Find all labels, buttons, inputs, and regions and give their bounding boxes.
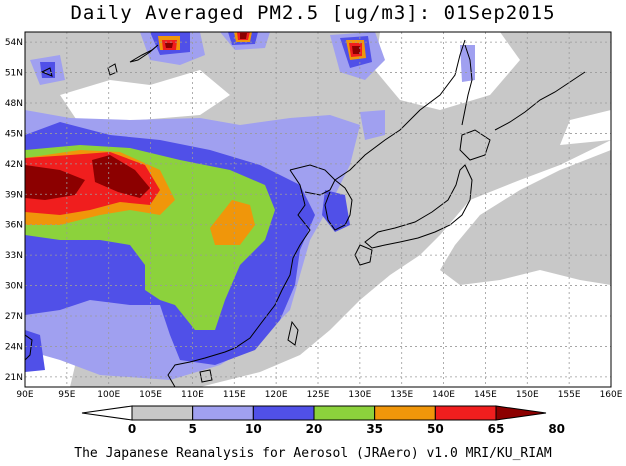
footer-credit: The Japanese Reanalysis for Aerosol (JRA… (74, 446, 552, 461)
field-blue-w (40, 62, 55, 78)
x-tick-label: 110E (181, 390, 204, 400)
colorbar-segment (252, 405, 315, 421)
graticule (25, 32, 611, 387)
colorbar-label: 0 (128, 422, 136, 436)
colorbar: 0 5 10 20 35 50 65 80 (81, 405, 565, 436)
y-tick-label: 27N (5, 312, 23, 322)
colorbar-segment (495, 405, 547, 421)
hole-east (560, 110, 611, 145)
colorbar-label: 20 (306, 422, 323, 436)
x-tick-label: 125E (307, 390, 330, 400)
x-tick-label: 95E (58, 390, 75, 400)
coast-honshu (364, 164, 473, 249)
x-tick-label: 160E (600, 390, 623, 400)
coast-sakhalin (461, 44, 473, 126)
colorbar-segment (313, 405, 376, 421)
colorbar-segment (81, 405, 133, 421)
coastlines (25, 39, 586, 387)
longitude-ticks: 90E 95E 100E 105E 110E 115E 120E 125E 130E 135E 14… (16, 390, 622, 400)
x-tick-label: 145E (474, 390, 497, 400)
colorbar-label: 35 (366, 422, 383, 436)
coast-westlake (40, 67, 53, 77)
x-tick-label: 120E (265, 390, 288, 400)
field-darkred-n1 (165, 43, 173, 48)
colorbar-label: 5 (188, 422, 196, 436)
y-tick-label: 36N (5, 221, 23, 231)
x-tick-label: 130E (348, 390, 371, 400)
coast-hainan (199, 369, 213, 383)
field-darkred-n2 (240, 33, 247, 39)
y-tick-label: 42N (5, 160, 23, 170)
coast-kyushu (354, 244, 373, 266)
field-blue-sw (25, 330, 45, 372)
coast-china (167, 169, 311, 387)
coast-russia (334, 39, 466, 181)
field-darkred (25, 165, 85, 200)
field-lightblue-jp (460, 45, 475, 82)
field-darkred-n3 (352, 46, 360, 54)
colorbar-label: 80 (548, 422, 565, 436)
y-tick-label: 33N (5, 251, 23, 261)
x-tick-label: 155E (558, 390, 581, 400)
hole-north (60, 70, 230, 125)
y-tick-label: 48N (5, 99, 23, 109)
colorbar-segment (374, 405, 436, 421)
y-tick-label: 54N (5, 38, 23, 48)
hole-southeast (330, 290, 611, 387)
colorbar-label: 10 (245, 422, 262, 436)
x-tick-label: 135E (390, 390, 413, 400)
x-tick-label: 115E (223, 390, 246, 400)
map-title: Daily Averaged PM2.5 [ug/m3]: 01Sep2015 (70, 2, 556, 24)
x-tick-label: 140E (432, 390, 455, 400)
y-tick-label: 21N (5, 373, 23, 383)
coast-taiwan (287, 320, 299, 346)
colorbar-label: 65 (488, 422, 505, 436)
x-tick-label: 100E (97, 390, 120, 400)
map-frame (24, 31, 612, 388)
hole-northeast (375, 32, 520, 110)
field-gray-east (440, 150, 611, 285)
x-tick-label: 150E (516, 390, 539, 400)
colorbar-label: 50 (427, 422, 444, 436)
y-tick-label: 24N (5, 342, 23, 352)
coast-baikal (129, 44, 159, 63)
y-tick-label: 45N (5, 129, 23, 139)
latitude-ticks: 21N 24N 27N 30N 33N 36N 39N 42N 45N 48N 51N 54N (5, 38, 23, 383)
coast-kurils (494, 71, 586, 131)
colorbar-segment (131, 405, 194, 421)
field-orange-2 (210, 200, 255, 245)
colorbar-segment (434, 405, 497, 421)
x-tick-label: 105E (139, 390, 162, 400)
coast-mongolia-lake (107, 63, 118, 76)
y-tick-label: 39N (5, 190, 23, 200)
y-tick-label: 30N (5, 282, 23, 292)
field-darkred-2 (92, 155, 150, 198)
x-tick-label: 90E (16, 390, 33, 400)
colorbar-segment (192, 405, 254, 421)
coast-india-edge (25, 334, 33, 361)
field-lightblue-e (360, 110, 385, 140)
coast-hokkaido (459, 129, 491, 161)
y-tick-label: 51N (5, 69, 23, 79)
